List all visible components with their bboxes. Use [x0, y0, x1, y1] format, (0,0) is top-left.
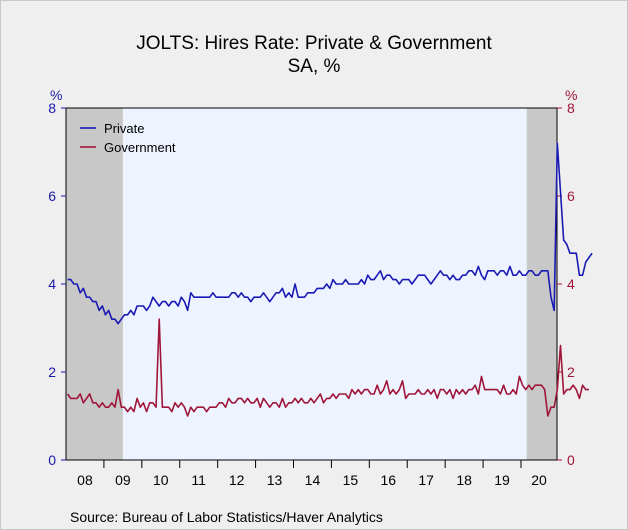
y-tick-label-left-8: 8 — [48, 100, 56, 116]
series-line-private — [67, 142, 593, 325]
chart-subtitle: SA, % — [287, 56, 341, 77]
x-tick-label-13: 13 — [267, 472, 283, 488]
x-tick-label-18: 18 — [456, 472, 472, 488]
y-axis-label-left: % — [50, 87, 62, 103]
y-tick-label-right-4: 4 — [567, 276, 575, 292]
x-tick-label-16: 16 — [380, 472, 396, 488]
recession-band-1 — [526, 108, 557, 460]
y-tick-label-left-2: 2 — [48, 364, 56, 380]
y-tick-label-right-6: 6 — [567, 188, 575, 204]
y-tick-label-right-0: 0 — [567, 452, 575, 468]
x-tick-label-12: 12 — [229, 472, 245, 488]
legend-label-private: Private — [104, 121, 144, 136]
y-tick-label-right-2: 2 — [567, 364, 575, 380]
source-note: Source: Bureau of Labor Statistics/Haver… — [70, 509, 383, 525]
legend-label-government: Government — [104, 140, 176, 155]
y-tick-label-left-0: 0 — [48, 452, 56, 468]
x-tick-label-20: 20 — [531, 472, 547, 488]
chart-title: JOLTS: Hires Rate: Private & Government — [136, 33, 492, 54]
x-tick-label-10: 10 — [153, 472, 169, 488]
y-tick-label-right-8: 8 — [567, 100, 575, 116]
x-tick-label-15: 15 — [343, 472, 359, 488]
y-tick-label-left-6: 6 — [48, 188, 56, 204]
x-tick-label-19: 19 — [494, 472, 510, 488]
x-tick-label-08: 08 — [77, 472, 93, 488]
series-line-government — [66, 318, 589, 417]
x-tick-label-11: 11 — [191, 472, 206, 488]
y-tick-label-left-4: 4 — [48, 276, 56, 292]
plot-area — [66, 108, 557, 460]
x-tick-label-17: 17 — [418, 472, 434, 488]
x-tick-label-09: 09 — [115, 472, 131, 488]
x-tick-label-14: 14 — [305, 472, 321, 488]
y-axis-label-right: % — [565, 87, 577, 103]
